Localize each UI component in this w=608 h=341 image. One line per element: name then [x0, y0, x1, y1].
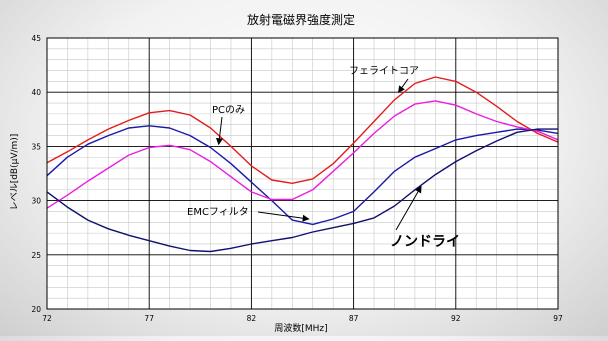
plot-border: [46, 37, 559, 310]
x-axis-label: 周波数[MHz]: [274, 322, 327, 334]
annotation-arrow: [395, 185, 422, 231]
series-line-ノンドライ: [46, 128, 558, 253]
x-tick-label: 77: [144, 314, 154, 323]
x-tick-label: 97: [553, 314, 563, 323]
y-tick-label: 30: [31, 197, 41, 206]
annotation-arrow: [257, 211, 310, 222]
annotation-フェライトコア: フェライトコア: [349, 65, 419, 77]
annotation-arrow: [215, 116, 223, 146]
y-tick-label: 45: [31, 34, 41, 43]
series-line-フェライトコア: [46, 76, 559, 184]
annotation-EMCフィルタ: EMCフィルタ: [187, 206, 249, 218]
plot-area: [47, 38, 558, 309]
annotation-ノンドライ: ノンドライ: [390, 234, 460, 250]
x-tick-label: 82: [247, 314, 257, 323]
tick-labels: 72 77 82 87 92 97 20 25 30 35 40 45: [31, 34, 563, 323]
plot-background: [47, 38, 558, 309]
chart-title: 放射電磁界強度測定: [247, 12, 355, 27]
y-tick-label: 40: [31, 88, 41, 97]
y-tick-label: 20: [31, 305, 41, 314]
series-line-PCのみ: [46, 125, 559, 226]
series-line-EMCフィルタ: [46, 100, 559, 209]
series-group: [46, 76, 559, 253]
y-axis-label: レベル[dB(μV/m)]: [10, 134, 20, 211]
annotation-PCのみ: PCのみ: [212, 105, 245, 116]
x-tick-label: 72: [42, 314, 52, 323]
plot-frame: [46, 37, 559, 310]
annotation-arrow: [397, 78, 409, 94]
y-tick-label: 25: [31, 251, 41, 260]
y-tick-label: 35: [31, 142, 41, 151]
x-tick-label: 87: [349, 314, 359, 323]
x-tick-label: 92: [451, 314, 461, 323]
